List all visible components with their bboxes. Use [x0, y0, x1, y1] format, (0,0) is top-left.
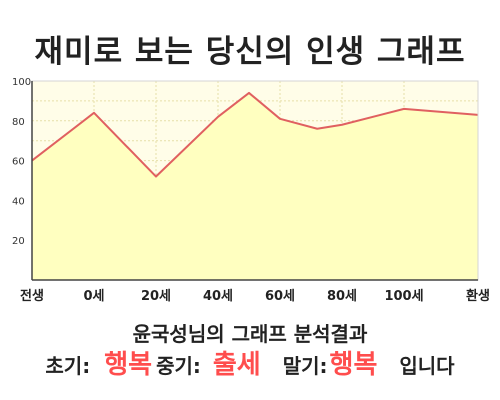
late-value: 행복 [329, 350, 378, 380]
early-label: 초기: [45, 354, 91, 378]
x-tick-label: 60세 [265, 289, 295, 304]
result-line: 초기: 행복 중기: 출세 말기: 행복 입니다 [0, 344, 500, 381]
y-tick-label: 100 [12, 77, 31, 88]
mid-value: 출세 [212, 350, 261, 380]
early-value: 행복 [104, 350, 153, 380]
life-line [31, 91, 479, 178]
x-tick-label: 80세 [327, 289, 357, 304]
suffix-text: 입니다 [399, 354, 455, 378]
x-tick-label: 100세 [384, 289, 423, 304]
y-tick-label: 80 [12, 117, 25, 128]
x-tick-label: 전생 [20, 288, 44, 304]
x-tick-label: 환생 [466, 288, 490, 304]
x-tick-label: 20세 [141, 289, 171, 304]
x-tick-label: 40세 [203, 289, 233, 304]
mid-label: 중기: [156, 354, 201, 378]
area-fill [32, 92, 478, 280]
result-title: 윤국성님의 그래프 분석결과 [132, 322, 368, 346]
y-tick-label: 60 [12, 157, 25, 168]
plot-area: 20 40 60 80 100 전생 0세 20세 40세 60세 80세 100세 환생 [12, 77, 490, 304]
x-tick-label: 0세 [83, 289, 104, 304]
life-graph-chart: 20 40 60 80 100 전생 0세 20세 40세 60세 80세 100세 환생 [12, 77, 490, 304]
y-tick-label: 20 [12, 236, 25, 247]
late-label: 말기: [282, 354, 328, 378]
chart-title: 재미로 보는 당신의 인생 그래프 [34, 34, 466, 70]
y-tick-label: 40 [12, 196, 25, 207]
